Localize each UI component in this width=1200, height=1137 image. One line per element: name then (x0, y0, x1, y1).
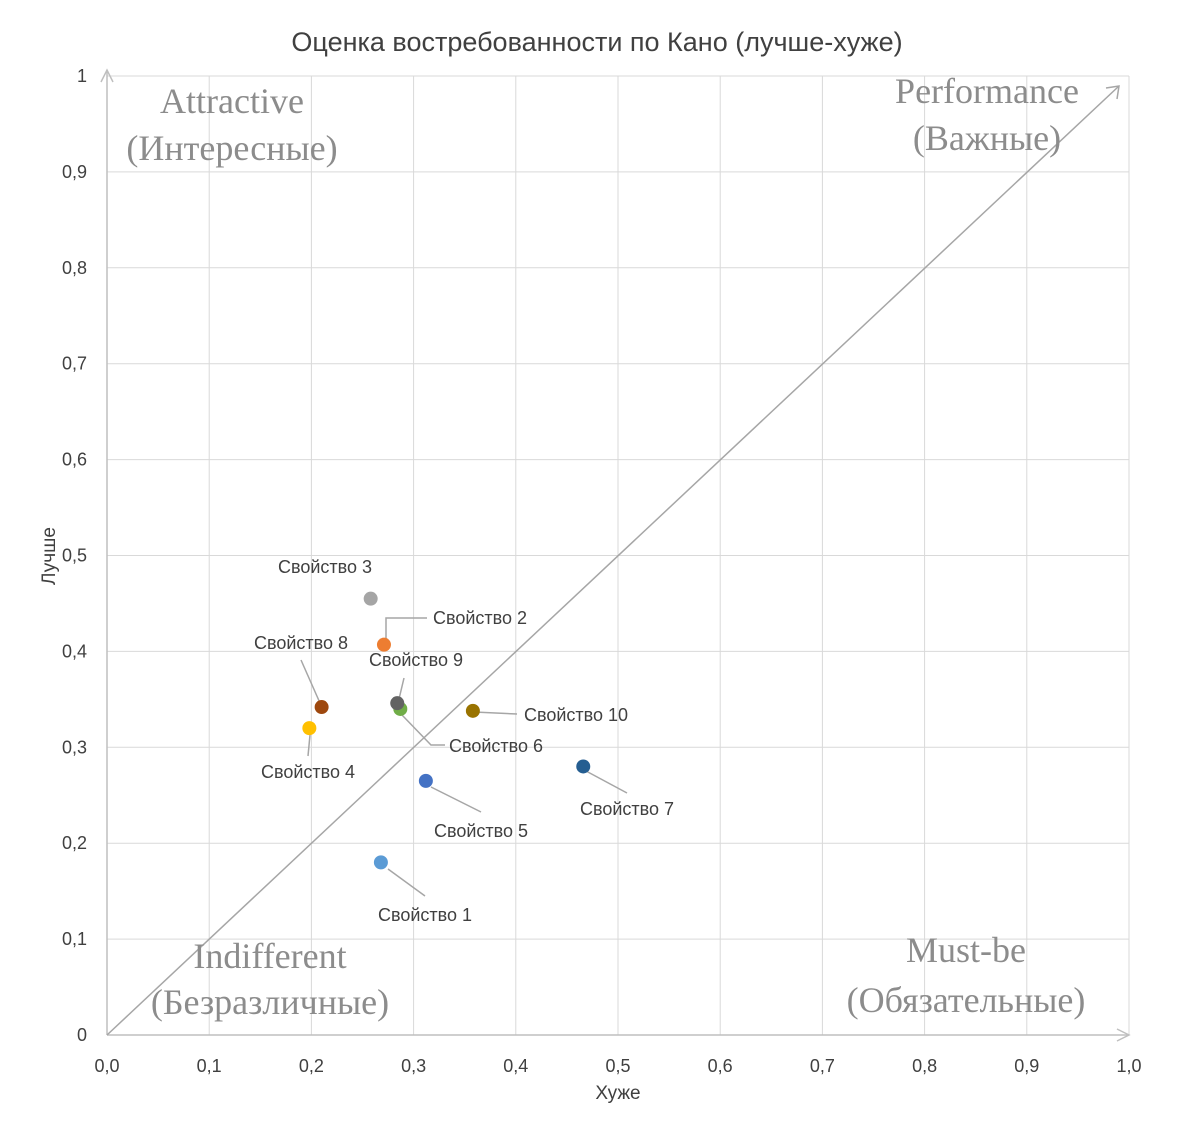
quadrant-label-attractive: Attractive (160, 81, 304, 121)
x-tick-label: 0,8 (912, 1056, 937, 1076)
y-tick-label: 0,7 (62, 354, 87, 374)
data-point (376, 637, 391, 652)
y-tick-label: 0,6 (62, 450, 87, 470)
leader-line (300, 659, 321, 704)
y-tick-label: 0 (77, 1025, 87, 1045)
y-tick-label: 0,2 (62, 833, 87, 853)
axes: 0,0 0,1 0,2 0,3 0,4 0,5 0,6 0,7 0,8 0,9 1,0 0 0,1 0,2… (62, 66, 1142, 1076)
point-label: Свойство 10 (524, 705, 628, 725)
quadrant-label-attractive: (Интересные) (126, 128, 337, 168)
x-tick-label: 0,4 (503, 1056, 528, 1076)
x-tick-label: 0,6 (708, 1056, 733, 1076)
data-point (363, 591, 378, 606)
leader-line (430, 786, 482, 813)
point-label: Свойство 5 (434, 821, 528, 841)
data-point (576, 759, 591, 774)
point-label: Свойство 9 (369, 650, 463, 670)
x-tick-label: 0,7 (810, 1056, 835, 1076)
chart-title: Оценка востребованности по Кано (лучше-х… (291, 27, 902, 57)
y-tick-label: 0,5 (62, 546, 87, 566)
point-label: Свойство 2 (433, 608, 527, 628)
x-tick-label: 0,1 (197, 1056, 222, 1076)
quadrant-label-indifferent: (Безразличные) (151, 982, 389, 1022)
x-axis-arrow (1116, 1028, 1131, 1042)
x-tick-label: 0,0 (94, 1056, 119, 1076)
data-points (302, 591, 591, 870)
quadrant-label-performance: (Важные) (913, 118, 1061, 158)
point-label: Свойство 6 (449, 736, 543, 756)
y-tick-label: 0,4 (62, 641, 87, 661)
diagonal-arrow (1105, 85, 1120, 100)
grid (107, 75, 1130, 1035)
point-label: Свойство 1 (378, 905, 472, 925)
y-axis-arrow (100, 68, 114, 83)
y-tick-label: 0,1 (62, 929, 87, 949)
x-tick-label: 0,5 (605, 1056, 630, 1076)
data-point (390, 696, 405, 711)
y-tick-label: 0,8 (62, 258, 87, 278)
leader-line (585, 770, 628, 794)
point-label: Свойство 8 (254, 633, 348, 653)
data-point (302, 721, 317, 736)
data-point (418, 773, 433, 788)
y-tick-label: 0,3 (62, 737, 87, 757)
data-point (314, 700, 329, 715)
diagonal-line (106, 85, 1120, 1036)
leader-line (473, 711, 518, 715)
leader-line (385, 617, 427, 640)
leader-line (401, 714, 445, 746)
x-tick-label: 1,0 (1116, 1056, 1141, 1076)
x-tick-label: 0,9 (1014, 1056, 1039, 1076)
point-label: Свойство 4 (261, 762, 355, 782)
quadrant-label-indifferent: Indifferent (193, 936, 346, 976)
data-point (373, 855, 388, 870)
quadrant-labels: Attractive (Интересные) Performance (Важные… (126, 71, 1085, 1022)
point-labels: Свойство 1 Свойство 2 Свойство 3 Свойство 4… (254, 557, 674, 925)
data-point (465, 703, 480, 718)
y-axis-title: Лучше (39, 527, 60, 585)
leader-line (387, 868, 426, 897)
leader-line (307, 734, 311, 757)
x-tick-label: 0,3 (401, 1056, 426, 1076)
point-label: Свойство 3 (278, 557, 372, 577)
leader-line (398, 677, 405, 700)
y-tick-label: 1 (77, 66, 87, 86)
y-tick-label: 0,9 (62, 162, 87, 182)
x-tick-label: 0,2 (299, 1056, 324, 1076)
quadrant-label-performance: Performance (895, 71, 1079, 111)
leader-lines (300, 617, 628, 897)
x-axis-title: Хуже (595, 1083, 640, 1104)
quadrant-label-must-be: Must-be (906, 930, 1026, 970)
quadrant-label-must-be: (Обязательные) (847, 980, 1086, 1020)
point-label: Свойство 7 (580, 799, 674, 819)
